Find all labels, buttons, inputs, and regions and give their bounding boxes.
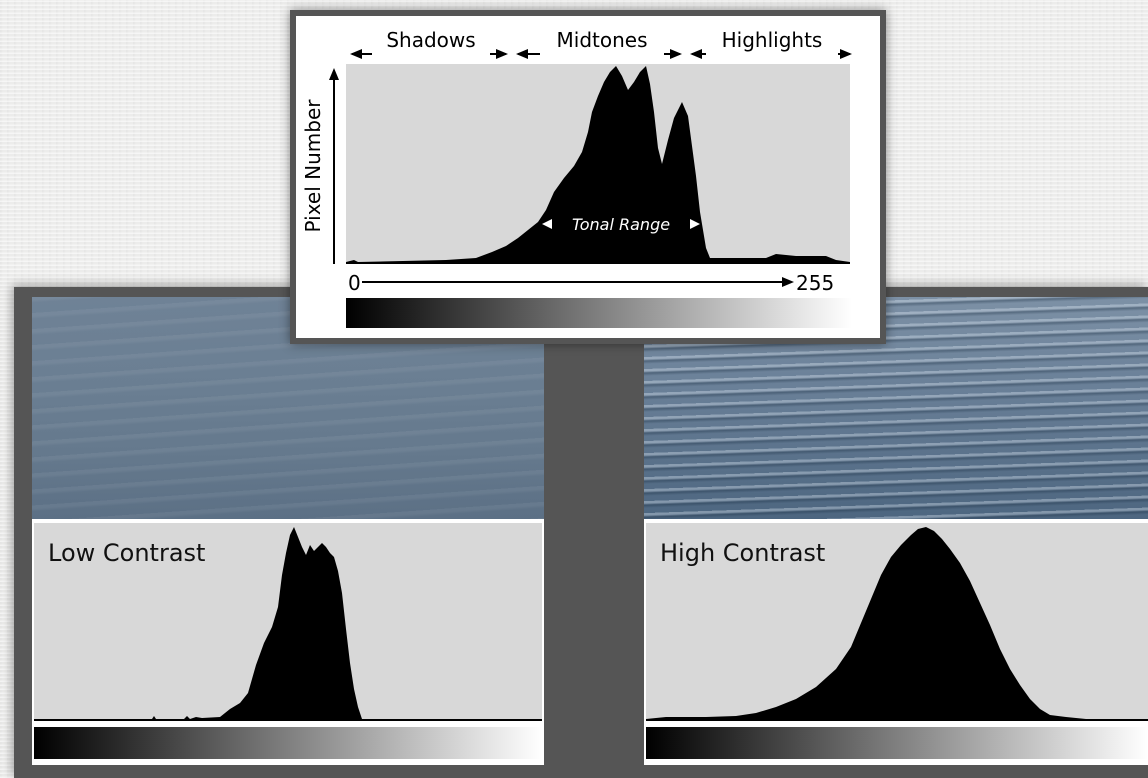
y-axis-label: Pixel Number [301,99,325,233]
low-contrast-gradient-bar [34,727,542,759]
comparison-panel: Low Contrast High Contrast [14,287,1148,778]
tonal-gradient-bar [346,298,852,328]
high-contrast-label: High Contrast [660,539,826,567]
high-contrast-card: High Contrast [644,297,1148,765]
tonal-range-marker [542,219,700,229]
tonal-range-diagram-body: Shadows Midtones Highlights Tonal Range … [296,16,880,338]
midtones-label-bg [540,29,664,55]
low-contrast-card: Low Contrast [32,297,544,765]
midtones-label: Midtones [557,28,648,52]
x-axis [362,277,794,287]
tonal-range-svg: Shadows Midtones Highlights Tonal Range … [301,28,852,328]
tonal-range-diagram: Shadows Midtones Highlights Tonal Range … [290,10,886,344]
shadows-label: Shadows [386,28,475,52]
highlights-label: Highlights [722,28,823,52]
y-axis [329,68,339,264]
x-axis-max-label: 255 [796,271,834,295]
high-contrast-histogram-shape [646,527,1148,721]
x-axis-min-label: 0 [348,271,361,295]
high-contrast-histogram: High Contrast [646,523,1148,721]
highlights-label-bg [706,29,838,55]
low-contrast-label: Low Contrast [48,539,206,567]
tonal-histogram-shape [346,66,850,264]
low-contrast-histogram: Low Contrast [34,523,542,721]
low-contrast-histogram-shape [34,527,542,721]
shadows-label-bg [372,29,490,55]
high-contrast-gradient-bar [646,727,1148,759]
tonal-range-label: Tonal Range [572,215,670,234]
